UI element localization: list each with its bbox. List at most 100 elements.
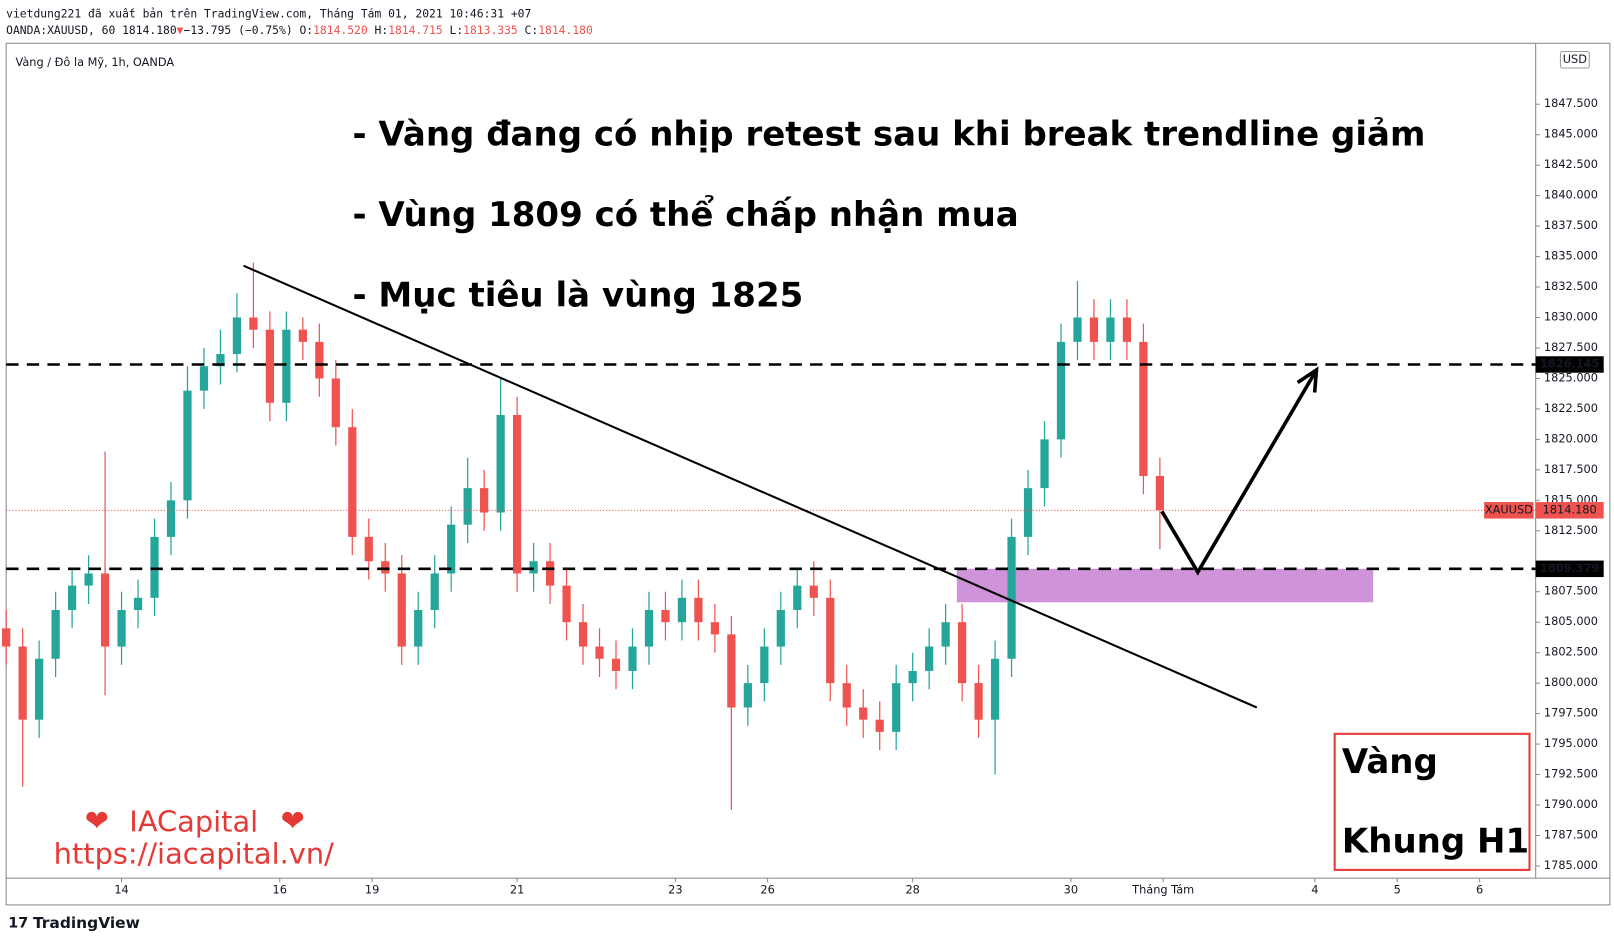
candle-body [480,488,489,513]
candle-body [249,317,258,330]
footer-brand: TradingView [33,914,140,932]
y-tick-label: 1820.000 [1544,431,1598,445]
candle-body [529,561,538,574]
x-tick-label: 14 [114,882,128,896]
logo-mark: 17 [8,915,28,931]
candle-body [265,329,275,403]
y-tick-label: 1790.000 [1544,797,1598,811]
candle-body [463,488,472,525]
candle-body [35,658,44,720]
candle-body [925,646,934,671]
label: H: [375,23,389,37]
candle-body [990,658,1000,720]
value: 1813.335 [463,23,518,37]
currency: USD [1563,52,1587,66]
url: https://iacapital.vn/ [54,836,334,870]
candle-body [743,683,752,708]
candle-body [331,378,340,428]
y-tick-label: 1797.500 [1544,706,1598,720]
y-tick-label: 1840.000 [1544,188,1598,202]
price-label: 1814.180 [1543,502,1597,516]
candle-body [562,585,571,623]
candle-body [859,707,868,720]
candle-body [941,622,950,647]
symbol-badge [1484,502,1534,519]
candle-body [315,341,324,379]
x-tick-label: 4 [1311,882,1318,896]
candle-body [496,415,505,513]
candle-body [793,585,802,611]
level-badge [1535,560,1604,578]
candle-body [397,573,406,647]
label: O: [299,23,313,37]
y-tick-label: 1835.000 [1544,249,1598,263]
arrow: ▼ [177,23,184,37]
candle-body [974,683,983,720]
candle-body [18,646,27,720]
currency-badge [1559,51,1590,69]
candle-body [100,573,110,647]
header-line: vietdung221 đã xuất bản trên TradingView… [6,6,531,20]
candle-body [644,610,654,647]
candle-body [1023,488,1033,537]
candle-body [84,573,93,586]
candle-body [67,585,77,611]
y-tick-label: 1832.500 [1544,279,1598,293]
candle-body [661,610,670,623]
x-tick-label: 26 [760,882,774,896]
annotation: - Vàng đang có nhịp retest sau khi break… [352,115,1425,155]
y-tick-label: 1807.500 [1544,584,1598,598]
x-tick-label: 5 [1394,882,1401,896]
x-tick-label: 30 [1064,882,1078,896]
y-tick-label: 1802.500 [1544,645,1598,659]
x-tick-label: 16 [273,882,287,896]
candle-body [348,427,357,537]
candle-body [809,585,818,598]
chart-title: Vàng / Đô la Mỹ, 1h, OANDA [15,55,174,69]
candle-body [826,597,835,684]
candle-body [1139,341,1148,476]
x-tick-label: 21 [510,882,524,896]
candle-body [677,597,687,623]
price-badge [1535,502,1604,519]
candle-body [298,329,307,342]
y-tick-label: 1847.500 [1544,96,1598,110]
candle-body [578,622,588,647]
label: L: [450,23,464,37]
y-tick-label: 1800.000 [1544,675,1598,689]
x-tick-label: 28 [905,882,919,896]
candle-body [957,622,967,684]
candle-body [842,683,851,708]
box-text: Vàng [1342,742,1438,782]
candle-body [908,670,917,684]
trendline [243,264,1258,709]
candle-body [1007,536,1016,659]
candle-body [1155,475,1165,511]
x-tick-label: 19 [365,882,379,896]
candle-body [1040,439,1049,489]
heart-icon: ❤ [281,803,305,837]
brand: IACapital [129,805,258,839]
arrow-head [1296,366,1319,393]
value: 1814.520 [313,23,368,37]
candle-body [545,561,555,586]
candle-body [892,683,901,732]
y-tick-label: 1830.000 [1544,310,1598,324]
y-tick-label: 1845.000 [1544,127,1598,141]
symbol-label: XAUUSD [1485,502,1533,516]
y-tick-label: 1785.000 [1544,858,1598,872]
y-tick-label: 1812.500 [1544,523,1598,537]
header-ohlc: OANDA:XAUUSD, 60 1814.180▼−13.795 (−0.75… [6,23,593,37]
y-tick-label: 1822.500 [1544,401,1598,415]
candle-body [2,628,11,647]
level-label: 1809.379 [1540,561,1600,575]
x-tick-label: 6 [1476,882,1483,896]
candle-body [1056,341,1066,440]
symbol: OANDA:XAUUSD, 60 1814.180 [6,23,177,37]
candle-body [875,719,884,732]
candle-body [760,646,769,684]
y-tick-label: 1792.500 [1544,767,1598,781]
level-label: 1826.145 [1540,356,1600,370]
candle-body [216,354,225,367]
